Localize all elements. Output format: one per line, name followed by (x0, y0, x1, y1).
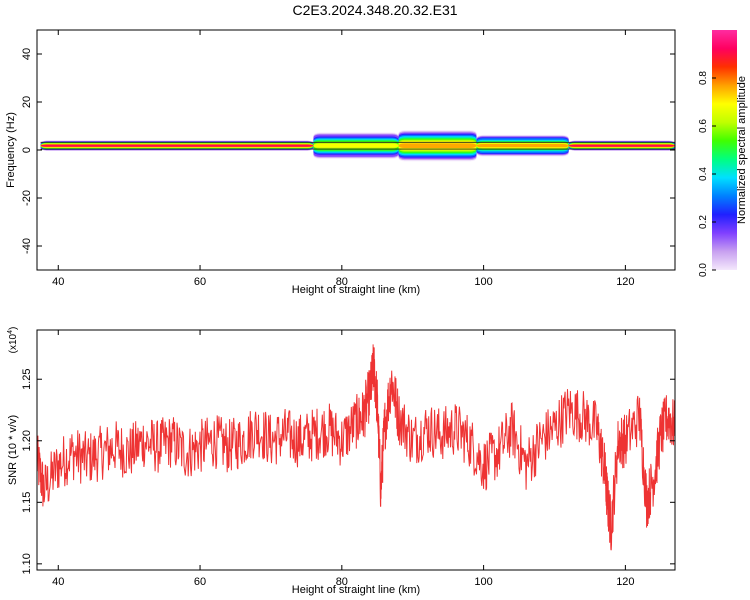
snr-xtick-label: 100 (474, 576, 492, 588)
snr-panel: 40 60 80 100 120 1.10 1.15 1.20 1.25 Height of s… (7, 327, 676, 596)
spectrogram-ytick-label: 40 (21, 48, 33, 60)
colorbar-gradient (712, 30, 737, 270)
spectrogram-ytick-label: -40 (21, 238, 33, 254)
spectrogram-ytick-label: -20 (21, 190, 33, 206)
spectrogram-band-cell (476, 144, 569, 148)
spectrogram-ytick-label: 20 (21, 96, 33, 108)
colorbar: 0.0 0.2 0.4 0.6 0.8 Normalized spectral ampl… (698, 30, 748, 277)
spectrogram-band-cell (313, 143, 399, 148)
snr-xtick-label: 80 (336, 576, 348, 588)
spectrogram-ytick-label: 0 (21, 147, 33, 153)
snr-xtick-label: 60 (194, 576, 206, 588)
spectrogram-band-cell (40, 144, 314, 147)
spectrogram-xtick-label: 120 (616, 276, 634, 288)
snr-xtick-label: 120 (616, 576, 634, 588)
snr-frame (36, 329, 676, 571)
colorbar-label: Normalized spectral amplitude (736, 76, 748, 224)
colorbar-tick-label: 0.2 (698, 215, 709, 229)
snr-ylabel: SNR (10 * v/v) (7, 415, 19, 485)
spectrogram-panel: 40 60 80 100 120 40 20 0 -20 -40 Height of straig… (5, 29, 676, 296)
snr-line (37, 344, 675, 551)
snr-ytick-label: 1.10 (21, 553, 33, 574)
spectrogram-xtick-label: 40 (52, 276, 64, 288)
snr-xtick-label: 40 (52, 576, 64, 588)
spectrogram-xtick-label: 100 (474, 276, 492, 288)
spectrogram-axes: 40 60 80 100 120 40 20 0 -20 -40 (21, 30, 675, 288)
spectrogram-band-cell (568, 144, 675, 147)
snr-xlabel: Height of straight line (km) (292, 584, 420, 596)
snr-multiplier: (x104) (7, 327, 19, 354)
page-title: C2E3.2024.348.20.32.E31 (292, 2, 458, 18)
spectrogram-band-cell (398, 143, 477, 149)
snr-ytick-label: 1.20 (21, 430, 33, 451)
colorbar-tick-label: 0.4 (698, 167, 709, 181)
spectrogram-band (40, 130, 675, 162)
snr-ytick-label: 1.15 (21, 492, 33, 513)
snr-axes: 40 60 80 100 120 1.10 1.15 1.20 1.25 (21, 330, 675, 588)
colorbar-tick-label: 0.8 (698, 71, 709, 85)
spectrogram-xlabel: Height of straight line (km) (292, 284, 420, 296)
colorbar-tick-label: 0.6 (698, 119, 709, 133)
colorbar-ticks: 0.0 0.2 0.4 0.6 0.8 (698, 71, 716, 277)
snr-ytick-label: 1.25 (21, 369, 33, 390)
colorbar-tick-label: 0.0 (698, 263, 709, 277)
spectrogram-xtick-label: 60 (194, 276, 206, 288)
spectrogram-xtick-label: 80 (336, 276, 348, 288)
spectrogram-ylabel: Frequency (Hz) (5, 112, 17, 188)
